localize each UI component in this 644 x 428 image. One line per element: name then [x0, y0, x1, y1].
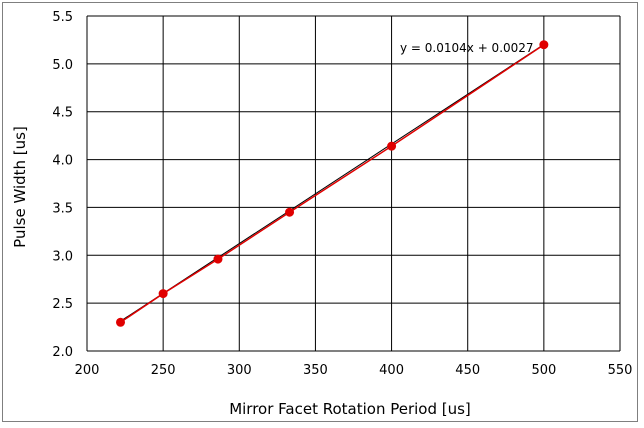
- x-tick-label: 300: [227, 363, 252, 378]
- x-tick-label: 450: [455, 363, 480, 378]
- y-tick-label: 5.5: [52, 10, 73, 25]
- x-tick-label: 500: [531, 363, 556, 378]
- x-tick-label: 200: [75, 363, 100, 378]
- y-tick-label: 2.0: [52, 345, 73, 360]
- trendline-equation: y = 0.0104x + 0.0027: [400, 41, 534, 55]
- x-tick-label: 350: [303, 363, 328, 378]
- data-point: [387, 141, 397, 151]
- y-tick-label: 4.5: [52, 106, 73, 121]
- chart-frame: [2, 2, 638, 422]
- data-point: [285, 207, 295, 217]
- y-tick-label: 3.0: [52, 249, 73, 264]
- grid: [86, 15, 621, 352]
- data-point: [158, 289, 168, 299]
- x-tick-label: 400: [379, 363, 404, 378]
- x-axis-label: Mirror Facet Rotation Period [us]: [229, 400, 471, 418]
- data-point: [116, 317, 126, 327]
- data-line: [120, 44, 545, 323]
- y-tick-labels: 2.0 2.5 3.0 3.5 4.0 4.5 5.0 5.5: [52, 10, 73, 360]
- trendline: [120, 44, 545, 322]
- y-tick-label: 2.5: [52, 297, 73, 312]
- y-tick-label: 4.0: [52, 154, 73, 169]
- data-point: [539, 40, 549, 50]
- data-point: [213, 254, 223, 264]
- y-axis-label: Pulse Width [us]: [11, 126, 29, 248]
- x-tick-labels: 200 250 300 350 400 450 500 550: [75, 363, 633, 378]
- series: [116, 40, 549, 327]
- y-tick-label: 3.5: [52, 201, 73, 216]
- x-tick-label: 550: [608, 363, 633, 378]
- y-tick-label: 5.0: [52, 58, 73, 73]
- x-tick-label: 250: [151, 363, 176, 378]
